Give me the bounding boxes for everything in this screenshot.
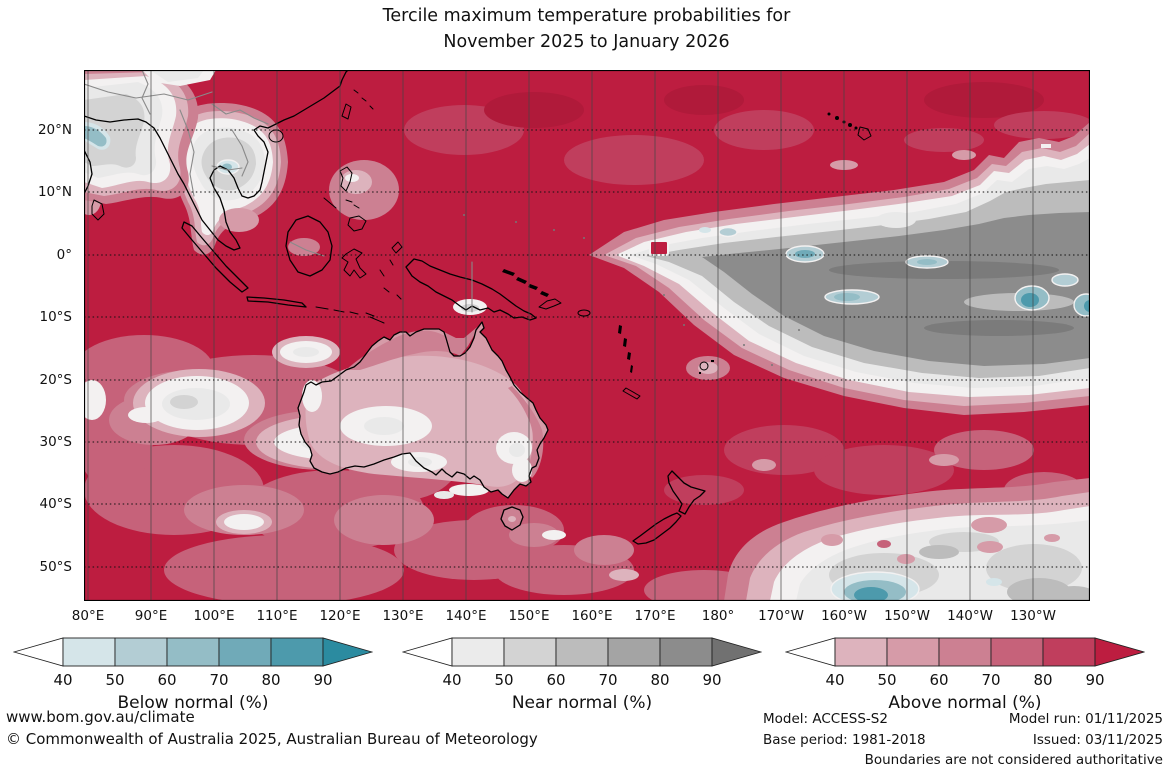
lon-label: 180° <box>701 608 735 624</box>
philippine-sea-patch <box>219 160 399 256</box>
tick-label: 50 <box>494 671 514 689</box>
lon-label: 90°E <box>134 608 168 624</box>
lon-label: 140°E <box>445 608 487 624</box>
graticule <box>84 70 1090 601</box>
colorbar-cell <box>886 637 940 667</box>
tick-label: 90 <box>702 671 722 689</box>
probability-map <box>84 70 1090 601</box>
lon-label: 150°E <box>508 608 550 624</box>
red-mottling <box>404 82 1090 601</box>
tick-label: 70 <box>209 671 229 689</box>
tick-label: 80 <box>650 671 670 689</box>
colorbar-below-normal <box>13 637 373 667</box>
tick-label: 60 <box>546 671 566 689</box>
lon-label: 160°W <box>821 608 867 624</box>
tick-label: 80 <box>261 671 281 689</box>
colorbar-cell <box>1042 637 1096 667</box>
lon-label: 130°E <box>382 608 424 624</box>
tick-label: 40 <box>825 671 845 689</box>
top-left-near-normal-patch <box>84 70 216 204</box>
tick-label: 60 <box>929 671 949 689</box>
lon-label: 150°W <box>884 608 930 624</box>
lat-label: 10°N <box>37 184 72 200</box>
tongue-red-spot <box>649 240 669 256</box>
colorbar-cell <box>114 637 168 667</box>
legend-caption: Below normal (%) <box>117 693 269 713</box>
lat-label: 0° <box>56 247 72 263</box>
legend-below-normal: 40 50 60 70 80 90 Below normal (%) <box>13 636 373 716</box>
colorbar-above-normal <box>785 637 1145 667</box>
model-run-label: Model run: 01/11/2025 <box>1008 711 1163 727</box>
colorbar-cell <box>270 637 324 667</box>
colorbar-cell <box>834 637 888 667</box>
australia-interior <box>298 322 548 530</box>
lon-label: 170°E <box>634 608 676 624</box>
colorbar-cell <box>218 637 272 667</box>
tick-label: 50 <box>105 671 125 689</box>
colorbar-cell <box>166 637 220 667</box>
boundaries-disclaimer: Boundaries are not considered authoritat… <box>864 752 1163 768</box>
colorbar-cell <box>451 637 505 667</box>
title-line-1: Tercile maximum temperature probabilitie… <box>382 6 791 26</box>
southeast-asia-near-normal-patch <box>169 103 288 255</box>
lon-label: 100°E <box>193 608 235 624</box>
legend-near-normal: 40 50 60 70 80 90 Near normal (%) <box>402 636 762 716</box>
colorbar-near-normal <box>402 637 762 667</box>
lon-label: 110°E <box>256 608 298 624</box>
colorbar-cell <box>659 637 713 667</box>
colorbar-left-arrow <box>402 637 453 667</box>
lon-label: 170°W <box>758 608 804 624</box>
legend-caption: Near normal (%) <box>511 693 653 713</box>
base-period-label: Base period: 1981-2018 <box>763 732 926 748</box>
lon-label: 160°E <box>571 608 613 624</box>
copyright-text: © Commonwealth of Australia 2025, Austra… <box>6 730 538 748</box>
map-canvas <box>84 70 1090 601</box>
issued-label: Issued: 03/11/2025 <box>1032 732 1163 748</box>
colorbar-cell <box>607 637 661 667</box>
colorbar-ticks: 40 50 60 70 80 90 <box>13 669 373 689</box>
lat-label: 20°N <box>37 122 72 138</box>
lon-label: 80°E <box>71 608 105 624</box>
country-borders <box>84 70 473 313</box>
lat-label: 40°S <box>39 496 73 512</box>
tick-label: 70 <box>598 671 618 689</box>
legend-above-normal: 40 50 60 70 80 90 Above normal (%) <box>785 636 1145 716</box>
title-line-2: November 2025 to January 2026 <box>443 32 730 52</box>
colorbar-right-arrow <box>711 637 762 667</box>
lon-label: 130°W <box>1010 608 1056 624</box>
lat-label: 50°S <box>39 559 73 575</box>
colorbar-ticks: 40 50 60 70 80 90 <box>402 669 762 689</box>
lon-label: 120°E <box>319 608 361 624</box>
tick-label: 90 <box>313 671 333 689</box>
colorbar-cell <box>62 637 116 667</box>
colorbar-cell <box>555 637 609 667</box>
lat-label: 30°S <box>39 434 73 450</box>
website-url: www.bom.gov.au/climate <box>6 708 195 726</box>
tick-label: 80 <box>1033 671 1053 689</box>
lat-label: 10°S <box>39 309 73 325</box>
model-label: Model: ACCESS-S2 <box>763 711 888 727</box>
tick-label: 70 <box>981 671 1001 689</box>
colorbar-right-arrow <box>1094 637 1145 667</box>
colorbar-left-arrow <box>13 637 64 667</box>
map-frame <box>84 70 1090 601</box>
tick-label: 90 <box>1085 671 1105 689</box>
legend-caption: Above normal (%) <box>888 693 1042 713</box>
pacific-islands <box>463 112 872 400</box>
figure-title: Tercile maximum temperature probabilitie… <box>0 3 1173 55</box>
tick-label: 40 <box>53 671 73 689</box>
colorbar-cell <box>503 637 557 667</box>
lat-label: 20°S <box>39 372 73 388</box>
colorbar-cell <box>990 637 1044 667</box>
tick-label: 40 <box>442 671 462 689</box>
lon-label: 140°W <box>947 608 993 624</box>
colorbar-cell <box>938 637 992 667</box>
tongue-blue-spots <box>699 226 1090 317</box>
tick-label: 60 <box>157 671 177 689</box>
colorbar-ticks: 40 50 60 70 80 90 <box>785 669 1145 689</box>
colorbar-right-arrow <box>322 637 373 667</box>
colorbar-left-arrow <box>785 637 836 667</box>
tick-label: 50 <box>877 671 897 689</box>
